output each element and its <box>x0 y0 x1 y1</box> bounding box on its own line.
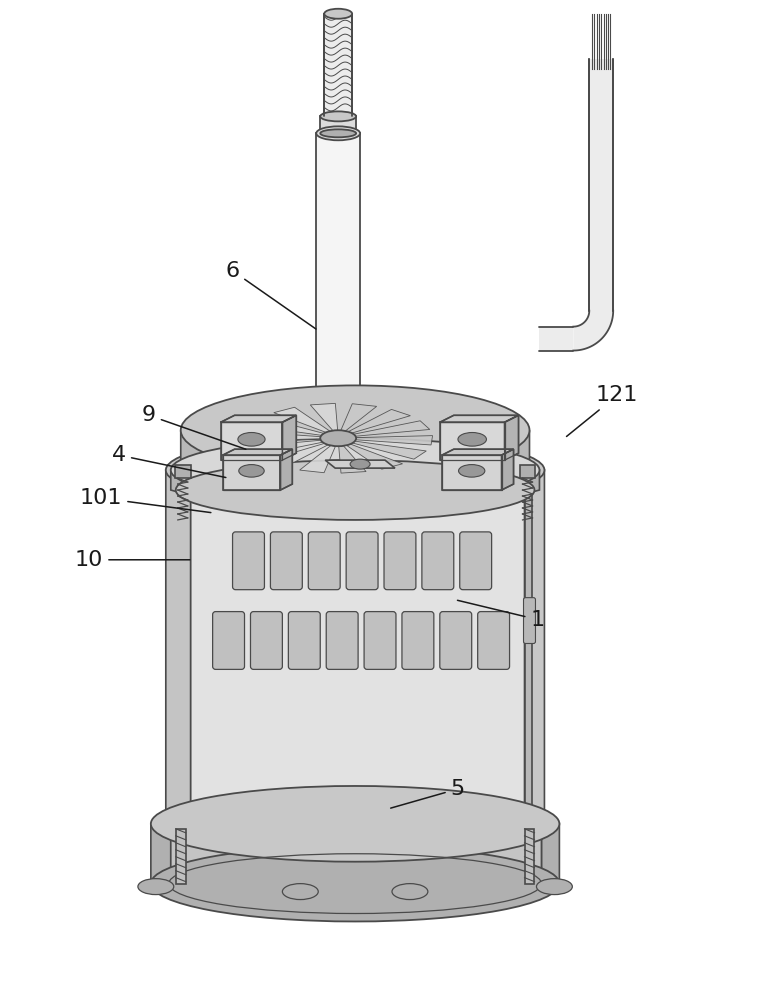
Polygon shape <box>525 470 545 842</box>
FancyBboxPatch shape <box>402 612 434 669</box>
FancyBboxPatch shape <box>346 532 378 590</box>
Polygon shape <box>220 422 282 460</box>
Polygon shape <box>317 133 360 482</box>
Polygon shape <box>175 829 185 884</box>
Ellipse shape <box>459 465 485 477</box>
Polygon shape <box>274 407 330 432</box>
Text: 5: 5 <box>390 779 465 808</box>
Polygon shape <box>324 14 352 116</box>
Polygon shape <box>189 474 525 495</box>
Ellipse shape <box>238 433 265 446</box>
Polygon shape <box>354 421 430 436</box>
Polygon shape <box>181 430 203 478</box>
Ellipse shape <box>171 438 539 502</box>
Polygon shape <box>525 829 535 884</box>
Polygon shape <box>519 465 535 478</box>
Ellipse shape <box>350 459 370 469</box>
Ellipse shape <box>458 433 487 446</box>
Text: 121: 121 <box>566 385 639 436</box>
Polygon shape <box>223 449 293 455</box>
Polygon shape <box>320 116 356 133</box>
FancyBboxPatch shape <box>384 532 416 590</box>
Polygon shape <box>440 415 518 422</box>
Polygon shape <box>355 436 432 445</box>
Polygon shape <box>442 449 514 455</box>
Polygon shape <box>525 473 532 841</box>
Polygon shape <box>220 415 296 422</box>
Polygon shape <box>244 431 320 441</box>
FancyBboxPatch shape <box>524 598 535 643</box>
Polygon shape <box>191 473 525 844</box>
Polygon shape <box>442 455 501 490</box>
Polygon shape <box>352 441 426 459</box>
FancyBboxPatch shape <box>364 612 396 669</box>
Polygon shape <box>325 460 395 468</box>
Polygon shape <box>166 470 191 844</box>
Text: 6: 6 <box>226 261 316 329</box>
FancyBboxPatch shape <box>308 532 340 590</box>
Polygon shape <box>504 415 518 460</box>
Text: 101: 101 <box>80 488 211 513</box>
Ellipse shape <box>320 111 356 121</box>
Polygon shape <box>348 409 411 433</box>
FancyBboxPatch shape <box>289 612 320 669</box>
Polygon shape <box>280 449 293 490</box>
Ellipse shape <box>151 786 559 862</box>
Polygon shape <box>151 824 171 891</box>
FancyBboxPatch shape <box>326 612 358 669</box>
Polygon shape <box>525 470 539 494</box>
Polygon shape <box>501 449 514 490</box>
Polygon shape <box>203 436 511 478</box>
Ellipse shape <box>392 884 428 900</box>
Polygon shape <box>175 465 191 478</box>
Text: 9: 9 <box>142 405 246 449</box>
FancyBboxPatch shape <box>233 532 265 590</box>
FancyBboxPatch shape <box>422 532 454 590</box>
FancyBboxPatch shape <box>213 612 244 669</box>
Polygon shape <box>223 455 280 490</box>
Ellipse shape <box>175 460 535 520</box>
Text: 10: 10 <box>75 550 190 570</box>
Ellipse shape <box>320 129 356 137</box>
Polygon shape <box>171 470 189 495</box>
Polygon shape <box>300 446 335 473</box>
Ellipse shape <box>324 9 352 19</box>
Polygon shape <box>539 327 573 351</box>
Ellipse shape <box>317 126 360 140</box>
Text: 4: 4 <box>112 445 226 478</box>
FancyBboxPatch shape <box>459 532 492 590</box>
Polygon shape <box>266 443 328 467</box>
Ellipse shape <box>282 884 318 900</box>
Polygon shape <box>589 59 613 311</box>
Polygon shape <box>511 430 529 476</box>
FancyBboxPatch shape <box>478 612 510 669</box>
Polygon shape <box>440 422 504 460</box>
Ellipse shape <box>166 804 545 874</box>
Polygon shape <box>573 311 613 351</box>
Polygon shape <box>338 446 366 473</box>
Polygon shape <box>310 403 338 431</box>
Polygon shape <box>250 417 324 435</box>
Ellipse shape <box>166 435 545 505</box>
Polygon shape <box>542 824 559 889</box>
Polygon shape <box>171 829 542 891</box>
Ellipse shape <box>536 879 573 895</box>
Ellipse shape <box>151 846 559 921</box>
Polygon shape <box>341 404 376 431</box>
Ellipse shape <box>320 430 356 446</box>
Ellipse shape <box>181 385 529 475</box>
Text: 1: 1 <box>458 600 545 630</box>
FancyBboxPatch shape <box>440 612 472 669</box>
Polygon shape <box>247 440 323 456</box>
Polygon shape <box>346 444 403 469</box>
Ellipse shape <box>239 465 264 477</box>
FancyBboxPatch shape <box>251 612 282 669</box>
FancyBboxPatch shape <box>270 532 303 590</box>
Ellipse shape <box>138 879 174 895</box>
Polygon shape <box>282 415 296 460</box>
